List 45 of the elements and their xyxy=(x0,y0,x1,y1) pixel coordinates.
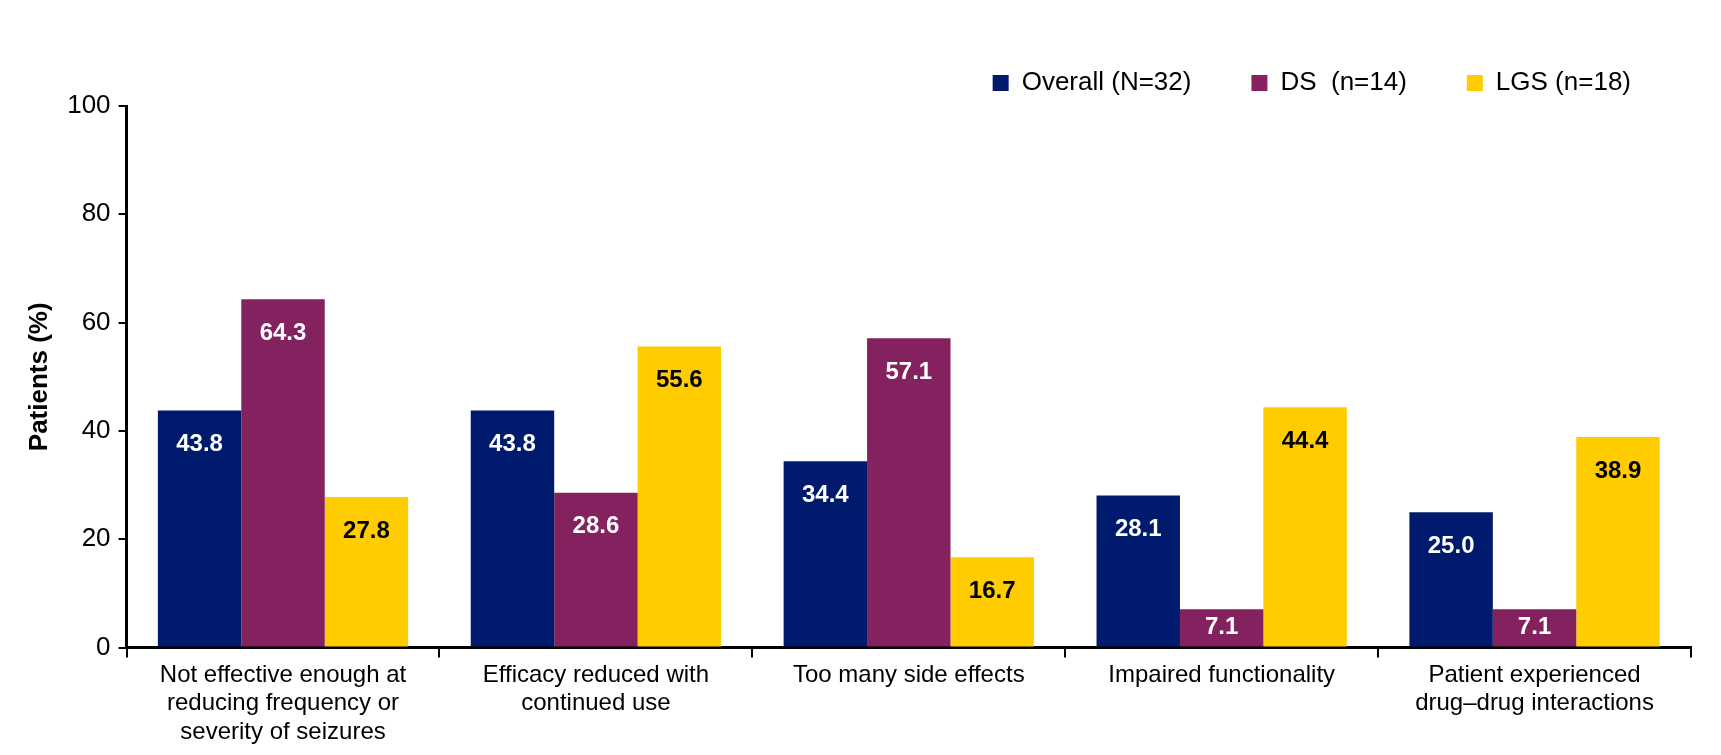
data-label: 28.6 xyxy=(572,511,620,539)
y-tick-label: 100 xyxy=(67,89,111,120)
data-label: 25.0 xyxy=(1427,530,1475,558)
bar xyxy=(470,410,555,647)
y-axis-title: Patients (%) xyxy=(22,302,53,452)
legend-label: DS (n=14) xyxy=(1280,66,1407,97)
bar xyxy=(637,346,722,647)
data-label: 34.4 xyxy=(801,479,850,507)
y-tick-label: 40 xyxy=(81,414,111,445)
bar xyxy=(324,497,409,647)
bar xyxy=(1096,495,1180,647)
data-label: 38.9 xyxy=(1594,455,1642,483)
data-label: 44.4 xyxy=(1281,425,1330,453)
y-tick-label: 80 xyxy=(81,197,111,228)
data-label: 43.8 xyxy=(176,429,223,456)
data-label: 55.6 xyxy=(655,365,703,393)
x-tick-label: Patient experienced drug–drug interactions xyxy=(1415,659,1654,716)
data-label: 16.7 xyxy=(968,575,1016,603)
x-tick-label: Impaired functionality xyxy=(1108,659,1336,687)
y-tick-label: 20 xyxy=(81,522,111,553)
data-label: 7.1 xyxy=(1204,612,1239,640)
data-label: 28.1 xyxy=(1114,514,1162,542)
data-label: 27.8 xyxy=(343,515,390,543)
bar xyxy=(867,338,951,647)
y-tick-label: 0 xyxy=(96,630,111,661)
y-tick-label: 60 xyxy=(81,305,111,336)
data-label: 64.3 xyxy=(259,317,307,345)
bar xyxy=(1492,609,1577,647)
data-label: 57.1 xyxy=(885,356,933,384)
bar xyxy=(1576,436,1660,647)
bar xyxy=(1263,407,1347,647)
bar xyxy=(950,557,1034,647)
legend-label: Overall (N=32) xyxy=(1021,66,1192,97)
x-tick-label: Efficacy reduced with continued use xyxy=(482,659,710,716)
x-tick-label: Too many side effects xyxy=(792,659,1025,687)
bar xyxy=(241,299,325,647)
legend-label: LGS (n=18) xyxy=(1495,66,1632,97)
data-label: 7.1 xyxy=(1517,612,1552,640)
bar xyxy=(554,492,638,647)
bar xyxy=(1409,512,1493,647)
data-label: 43.8 xyxy=(489,429,536,456)
bar xyxy=(157,410,242,647)
x-tick-label: Not effective enough at reducing frequency or severity of seizures xyxy=(159,659,407,745)
bar xyxy=(1179,609,1264,647)
bar xyxy=(783,461,868,647)
